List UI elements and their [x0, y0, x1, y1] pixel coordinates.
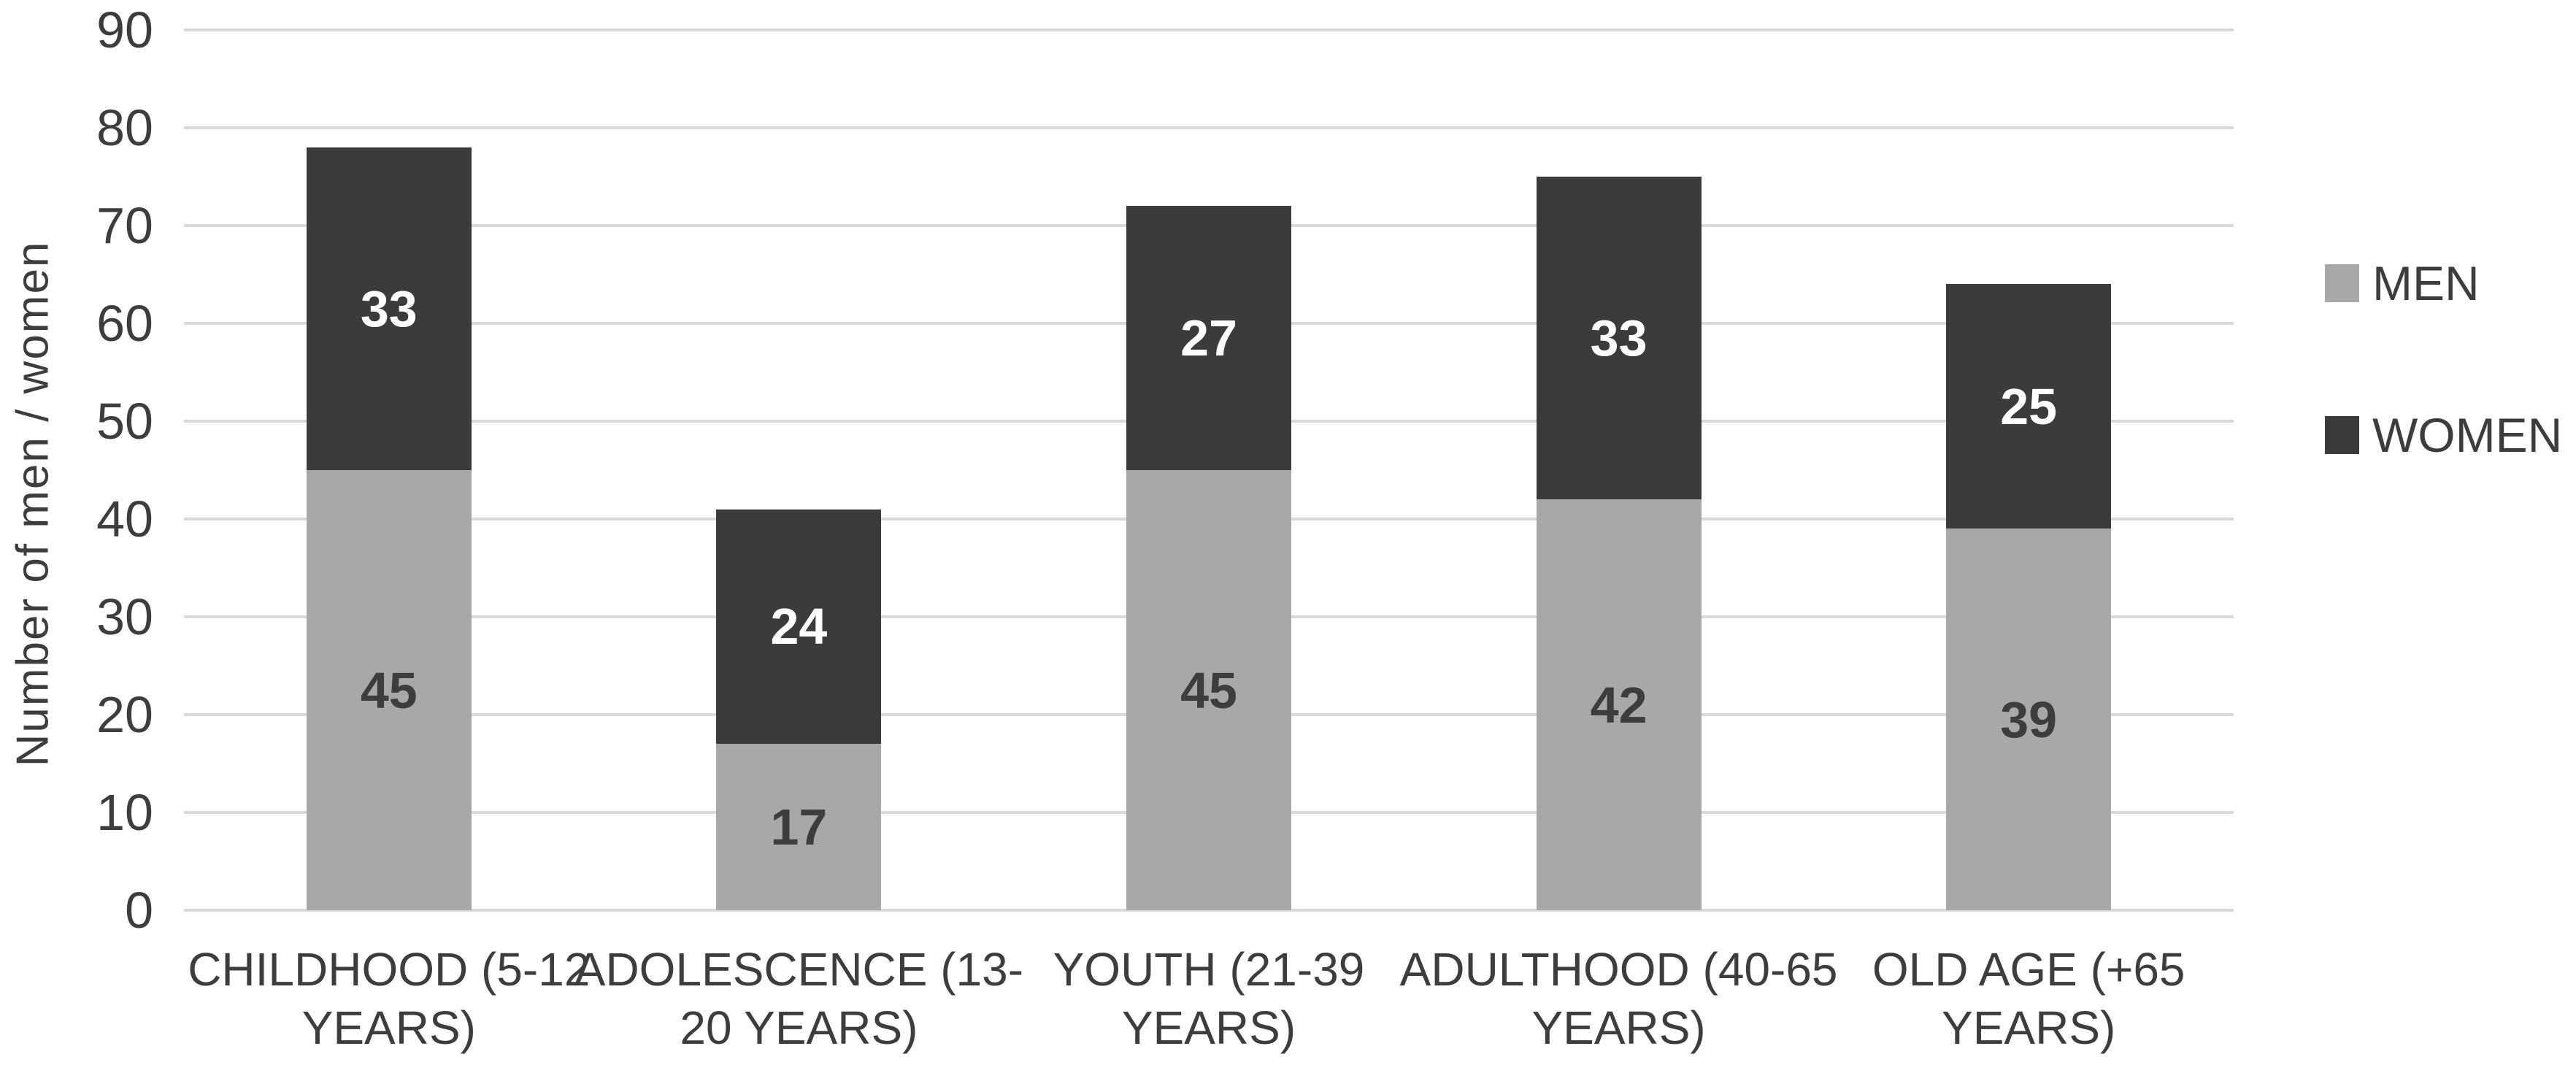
- bar-segment-men: [1536, 499, 1702, 910]
- x-category-label: ADOLESCENCE (13- 20 YEARS): [574, 943, 1024, 1054]
- bar-segment-women: [716, 509, 882, 745]
- legend-item-men: MEN: [2325, 255, 2480, 311]
- data-label-men: 17: [770, 799, 828, 856]
- legend-men-swatch-icon: [2325, 264, 2359, 302]
- y-tick-label: 40: [96, 491, 153, 547]
- y-tick-label: 50: [96, 393, 153, 450]
- data-label-men: 45: [360, 661, 418, 719]
- y-tick-label: 30: [96, 588, 153, 645]
- legend-label: WOMEN: [2372, 408, 2563, 462]
- gridline: [184, 909, 2234, 912]
- data-label-women: 25: [2000, 377, 2058, 435]
- y-tick-label: 0: [125, 882, 153, 939]
- y-tick-label: 70: [96, 197, 153, 254]
- gridline: [184, 28, 2234, 31]
- y-tick-label: 20: [96, 686, 153, 743]
- data-label-women: 27: [1180, 309, 1237, 367]
- x-category-label: YOUTH (21-39 YEARS): [1053, 943, 1365, 1054]
- x-category-label: OLD AGE (+65 YEARS): [1872, 943, 2185, 1054]
- legend-item-women: WOMEN: [2325, 407, 2562, 463]
- legend-label: MEN: [2372, 256, 2480, 310]
- data-label-women: 24: [770, 598, 828, 655]
- data-label-men: 39: [2000, 691, 2058, 748]
- data-label-men: 45: [1180, 661, 1237, 719]
- bar-segment-women: [1126, 206, 1291, 470]
- gridline: [184, 126, 2234, 129]
- y-tick-label: 90: [96, 1, 153, 58]
- data-label-men: 42: [1590, 676, 1648, 734]
- legend-women-swatch-icon: [2325, 416, 2359, 454]
- y-tick-label: 10: [96, 784, 153, 841]
- bar-segment-women: [1536, 177, 1702, 500]
- y-tick-label: 80: [96, 99, 153, 156]
- bar-segment-women: [306, 147, 472, 470]
- data-label-women: 33: [1590, 309, 1648, 367]
- x-category-label: ADULTHOOD (40-65 YEARS): [1399, 943, 1838, 1054]
- data-label-women: 33: [360, 280, 418, 337]
- x-category-label: CHILDHOOD (5-12 YEARS): [188, 943, 591, 1054]
- bar-segment-men: [1946, 528, 2112, 910]
- bar-segment-men: [306, 470, 472, 910]
- bar-segment-women: [1946, 284, 2112, 529]
- y-tick-label: 60: [96, 295, 153, 352]
- bar-segment-men: [716, 744, 882, 910]
- bar-segment-men: [1126, 470, 1291, 910]
